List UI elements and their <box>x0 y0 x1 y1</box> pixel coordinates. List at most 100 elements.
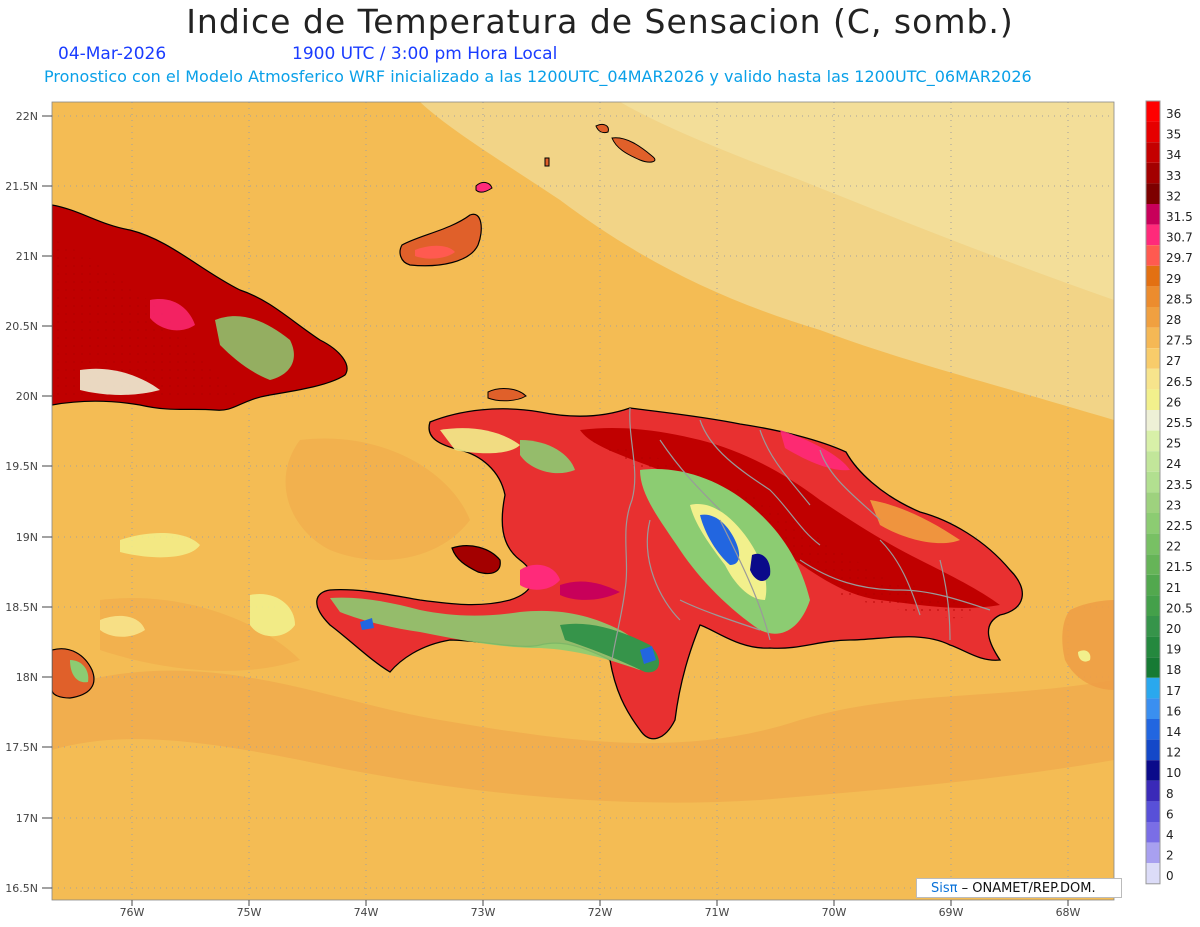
legend-swatch <box>1146 389 1160 410</box>
legend-label: 29 <box>1166 272 1181 286</box>
legend-swatch <box>1146 698 1160 719</box>
legend-label: 18 <box>1166 663 1181 677</box>
legend-swatch <box>1146 513 1160 534</box>
legend-label: 24 <box>1166 457 1181 471</box>
lon-label: 69W <box>939 906 964 919</box>
turks-caicos-islands <box>544 123 656 167</box>
jamaica-landmass <box>52 648 95 699</box>
heat-index-map: 22N 21.5N 21N 20.5N 20N 19.5N 19N 18.5N … <box>5 100 1193 919</box>
lat-label: 17.5N <box>5 741 38 754</box>
lat-axis: 22N 21.5N 21N 20.5N 20N 19.5N 19N 18.5N … <box>5 110 38 895</box>
legend-label: 27 <box>1166 354 1181 368</box>
model-subtitle: Pronostico con el Modelo Atmosferico WRF… <box>44 67 1032 86</box>
legend-swatch <box>1146 863 1160 884</box>
lat-label: 17N <box>16 812 38 825</box>
lon-label: 76W <box>120 906 145 919</box>
legend-swatch <box>1146 636 1160 658</box>
tortuga-island <box>487 388 527 402</box>
cuba-landmass <box>52 204 348 411</box>
legend-swatch <box>1146 492 1160 513</box>
legend-label: 33 <box>1166 169 1181 183</box>
legend-label: 6 <box>1166 807 1174 821</box>
legend-swatch <box>1146 410 1160 431</box>
legend-swatch <box>1146 224 1160 246</box>
legend-label: 22 <box>1166 540 1181 554</box>
lon-label: 71W <box>705 906 730 919</box>
legend-label: 25.5 <box>1166 416 1193 430</box>
legend-label: 23 <box>1166 498 1181 512</box>
sea-dark-band <box>52 670 1114 803</box>
lat-label: 21N <box>16 250 38 263</box>
lat-label: 19N <box>16 531 38 544</box>
lat-label: 18.5N <box>5 601 38 614</box>
legend-swatch <box>1146 368 1160 390</box>
legend-label: 22.5 <box>1166 519 1193 533</box>
legend-label: 26 <box>1166 395 1181 409</box>
legend-label: 21 <box>1166 581 1181 595</box>
legend-label: 20 <box>1166 622 1181 636</box>
legend-label: 36 <box>1166 107 1181 121</box>
lon-label: 74W <box>354 906 379 919</box>
lat-label: 16.5N <box>5 882 38 895</box>
legend-frame <box>1145 100 1161 885</box>
plot-frame <box>51 101 1115 901</box>
legend-swatch <box>1146 657 1160 678</box>
legend-swatch <box>1146 307 1160 328</box>
legend-swatch <box>1146 822 1160 843</box>
legend-swatch <box>1146 204 1160 225</box>
legend-label: 17 <box>1166 684 1181 698</box>
lon-label: 72W <box>588 906 613 919</box>
province-borders <box>611 407 991 661</box>
gonave-island <box>451 545 501 575</box>
legend-swatch <box>1146 101 1160 122</box>
legend-swatch <box>1146 719 1160 740</box>
legend-label: 34 <box>1166 148 1181 162</box>
legend-swatch <box>1146 616 1160 637</box>
legend-swatch <box>1146 801 1160 822</box>
legend-swatch <box>1146 842 1160 864</box>
legend-swatch <box>1146 739 1160 761</box>
forecast-date: 04-Mar-2026 <box>58 44 167 64</box>
legend-swatch <box>1146 162 1160 184</box>
map-title: Indice de Temperatura de Sensacion (C, s… <box>186 2 1014 41</box>
lon-label: 70W <box>822 906 847 919</box>
legend-label: 16 <box>1166 704 1181 718</box>
credit-box: Sisπ – ONAMET/REP.DOM. <box>916 878 1122 898</box>
credit-text: – ONAMET/REP.DOM. <box>957 881 1096 896</box>
legend-swatch <box>1146 451 1160 472</box>
legend-label: 12 <box>1166 746 1181 760</box>
legend-swatch <box>1146 245 1160 266</box>
legend-swatch <box>1146 533 1160 555</box>
legend-label: 14 <box>1166 725 1181 739</box>
lon-label: 68W <box>1056 906 1081 919</box>
legend-swatch <box>1146 265 1160 287</box>
legend-label: 8 <box>1166 787 1174 801</box>
map-plot-area <box>52 102 1114 900</box>
legend-swatch <box>1146 327 1160 349</box>
lon-axis: 76W 75W 74W 73W 72W 71W 70W 69W 68W <box>120 906 1081 919</box>
legend-label: 10 <box>1166 766 1181 780</box>
legend-swatch <box>1146 554 1160 575</box>
legend-swatch <box>1146 286 1160 307</box>
legend-swatch <box>1146 121 1160 143</box>
legend-swatch <box>1146 780 1160 802</box>
legend-label: 32 <box>1166 189 1181 203</box>
color-legend: 363534333231.530.729.72928.52827.52726.5… <box>1145 100 1193 885</box>
legend-label: 26.5 <box>1166 375 1193 389</box>
lat-label: 20.5N <box>5 320 38 333</box>
legend-label: 4 <box>1166 828 1174 842</box>
lat-label: 18N <box>16 671 38 684</box>
legend-swatch <box>1146 595 1160 616</box>
legend-label: 28.5 <box>1166 292 1193 306</box>
legend-swatch <box>1146 142 1160 163</box>
legend-label: 2 <box>1166 849 1174 863</box>
puerto-rico-field <box>1062 600 1114 690</box>
sispi-logo: Sisπ <box>931 881 958 896</box>
legend-swatch <box>1146 348 1160 369</box>
legend-label: 0 <box>1166 869 1174 883</box>
lat-label: 22N <box>16 110 38 123</box>
legend-swatch <box>1146 183 1160 204</box>
legend-label: 21.5 <box>1166 560 1193 574</box>
legend-label: 29.7 <box>1166 251 1193 265</box>
legend-swatch <box>1146 760 1160 781</box>
